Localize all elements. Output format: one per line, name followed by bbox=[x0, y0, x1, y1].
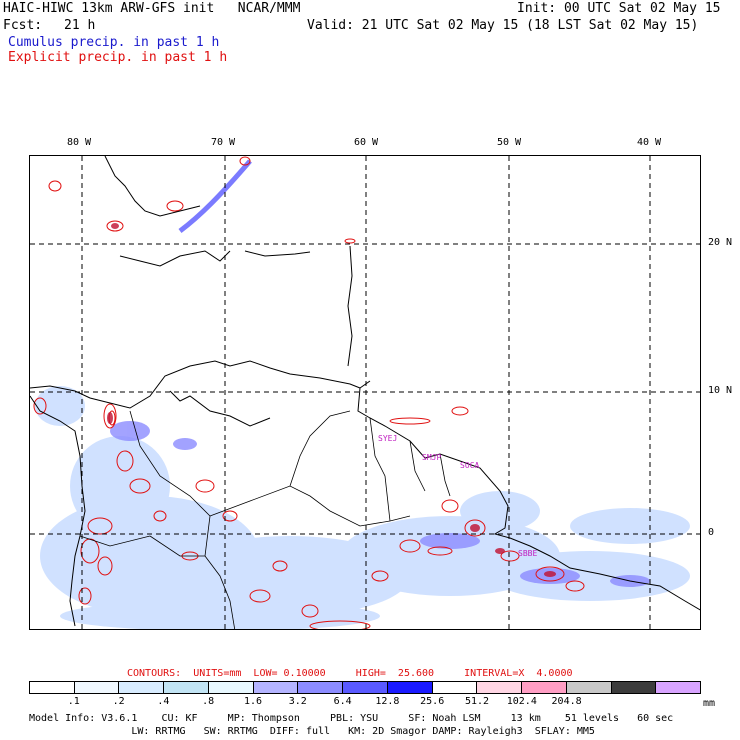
colorbar-cell bbox=[611, 682, 657, 693]
lat-label-20n: 20 N bbox=[708, 237, 733, 248]
init-time: Init: 00 UTC Sat 02 May 15 bbox=[517, 1, 721, 16]
colorbar-label: .2 bbox=[112, 696, 125, 707]
colorbar-label: 1.6 bbox=[243, 696, 263, 707]
colorbar-label: .4 bbox=[157, 696, 170, 707]
valid-time: Valid: 21 UTC Sat 02 May 15 (18 LST Sat … bbox=[307, 18, 699, 33]
colorbar-cell bbox=[522, 682, 567, 693]
colorbar-cell bbox=[477, 682, 523, 693]
lat-label-10n: 10 N bbox=[708, 385, 733, 396]
station-syej: SYEJ bbox=[378, 434, 398, 443]
colorbar-cell bbox=[566, 682, 612, 693]
lat-label-0: 0 bbox=[708, 527, 715, 538]
colorbar-cell bbox=[164, 682, 209, 693]
colorbar-cell bbox=[298, 682, 344, 693]
contour-info: CONTOURS: UNITS=mm LOW= 0.10000 HIGH= 25… bbox=[127, 668, 573, 679]
lon-label-40w: 40 W bbox=[637, 137, 662, 148]
explicit-legend: Explicit precip. in past 1 h bbox=[8, 50, 228, 65]
precip-map: SYEJ SMJP SOCA SBBE bbox=[29, 155, 701, 630]
colorbar-label: 102.4 bbox=[506, 696, 537, 707]
colorbar-cell bbox=[387, 682, 433, 693]
colorbar-cell bbox=[30, 682, 75, 693]
colorbar-cell bbox=[208, 682, 254, 693]
map-canvas bbox=[30, 156, 700, 629]
colorbar-cell bbox=[74, 682, 120, 693]
colorbar-label: .8 bbox=[202, 696, 215, 707]
lon-label-70w: 70 W bbox=[211, 137, 236, 148]
station-sbbe: SBBE bbox=[518, 549, 538, 558]
colorbar-cell bbox=[343, 682, 388, 693]
country-borders bbox=[79, 410, 451, 629]
lon-label-50w: 50 W bbox=[497, 137, 522, 148]
lon-label-80w: 80 W bbox=[67, 137, 92, 148]
model-info-line2: LW: RRTMG SW: RRTMG DIFF: full KM: 2D Sm… bbox=[29, 726, 595, 737]
station-smjp: SMJP bbox=[422, 453, 442, 462]
colorbar-label: 3.2 bbox=[288, 696, 307, 707]
colorbar-label: 204.8 bbox=[551, 696, 582, 707]
colorbar-cell bbox=[656, 682, 701, 693]
colorbar-label: 25.6 bbox=[420, 696, 445, 707]
forecast-label: Fcst: bbox=[3, 18, 43, 33]
colorbar-unit: mm bbox=[703, 698, 716, 709]
forecast-hour: 21 h bbox=[64, 18, 96, 33]
colorbar-label: 51.2 bbox=[464, 696, 490, 707]
colorbar-cell bbox=[119, 682, 165, 693]
lon-label-60w: 60 W bbox=[354, 137, 379, 148]
explicit-precip-contours bbox=[33, 156, 585, 629]
colorbar-cell bbox=[253, 682, 299, 693]
cumulus-precip-shading bbox=[35, 386, 690, 629]
explicit-precip-cores bbox=[107, 223, 556, 577]
cumulus-legend: Cumulus precip. in past 1 h bbox=[8, 35, 220, 50]
station-soca: SOCA bbox=[460, 461, 480, 470]
colorbar-label: .1 bbox=[67, 696, 80, 707]
colorbar-label: 12.8 bbox=[375, 696, 400, 707]
coastlines bbox=[30, 156, 700, 627]
colorbar-label: 6.4 bbox=[333, 696, 352, 707]
model-info-line1: Model Info: V3.6.1 CU: KF MP: Thompson P… bbox=[29, 713, 674, 724]
latlon-grid bbox=[30, 156, 700, 629]
model-title: HAIC-HIWC 13km ARW-GFS init NCAR/MMM bbox=[3, 1, 301, 16]
colorbar-cell bbox=[432, 682, 478, 693]
precip-colorbar bbox=[29, 681, 701, 694]
